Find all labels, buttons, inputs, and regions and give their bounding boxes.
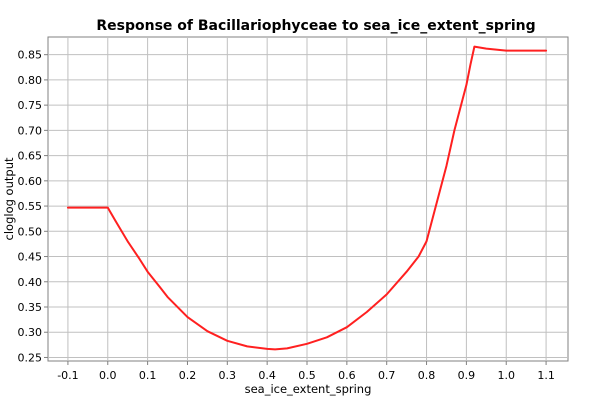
x-tick-label: 0.3	[219, 369, 237, 382]
y-tick-label: 0.80	[18, 74, 43, 87]
y-tick-label: 0.50	[18, 225, 43, 238]
x-tick-label: 0.8	[418, 369, 436, 382]
y-tick-label: 0.25	[18, 351, 43, 364]
plot-area	[47, 36, 569, 362]
x-tick-label: 0.9	[458, 369, 476, 382]
y-tick-label: 0.30	[18, 326, 43, 339]
y-axis-label: cloglog output	[2, 157, 16, 240]
y-tick-label: 0.35	[18, 301, 43, 314]
x-tick-label: 1.1	[537, 369, 555, 382]
y-tick-label: 0.85	[18, 49, 43, 62]
grid-lines	[48, 37, 568, 361]
axis-ticks	[44, 54, 547, 365]
x-tick-label: 0.5	[298, 369, 316, 382]
x-tick-label: -0.1	[57, 369, 78, 382]
x-tick-label: 0.7	[378, 369, 396, 382]
x-axis-label: sea_ice_extent_spring	[245, 382, 372, 396]
y-tick-label: 0.45	[18, 251, 43, 264]
x-tick-label: 0.1	[139, 369, 157, 382]
y-tick-label: 0.70	[18, 124, 43, 137]
response-curve	[66, 45, 548, 351]
x-tick-label: 0.6	[338, 369, 356, 382]
series-group	[66, 45, 548, 351]
y-tick-label: 0.55	[18, 200, 43, 213]
y-tick-label: 0.60	[18, 175, 43, 188]
y-tick-labels: 0.25 0.30 0.35 0.40 0.45 0.50 0.55 0.60 0.65 0.70…	[18, 49, 43, 365]
y-tick-label: 0.40	[18, 276, 43, 289]
chart-title: Response of Bacillariophyceae to sea_ice…	[96, 18, 535, 34]
y-tick-label: 0.75	[18, 99, 43, 112]
x-tick-label: 0.2	[179, 369, 197, 382]
x-tick-label: 0.4	[258, 369, 276, 382]
y-tick-label: 0.65	[18, 150, 43, 163]
x-tick-label: 0.0	[99, 369, 117, 382]
x-tick-labels: -0.1 0.0 0.1 0.2 0.3 0.4 0.5 0.6 0.7 0.8 0.9 1.0 1.1	[57, 369, 555, 382]
x-tick-label: 1.0	[497, 369, 515, 382]
